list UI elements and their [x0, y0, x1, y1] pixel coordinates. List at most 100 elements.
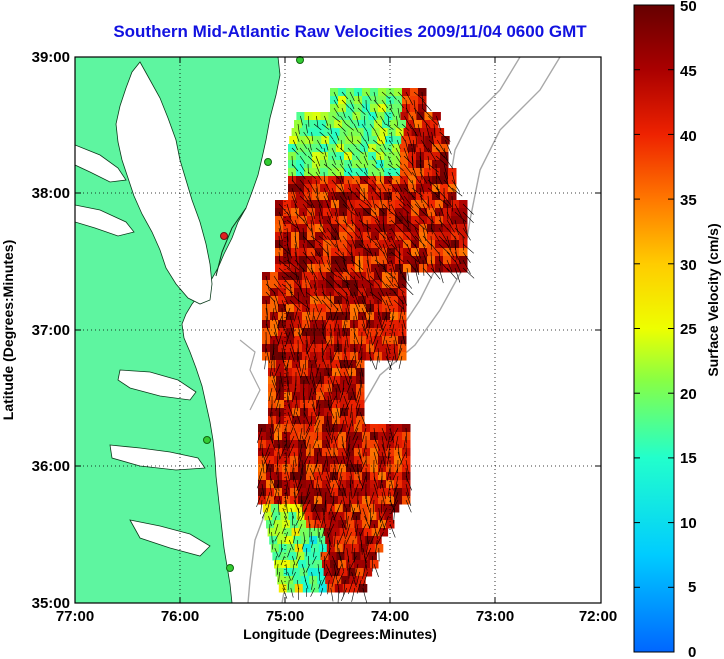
velocity-vector: [341, 443, 348, 457]
velocity-vector: [324, 491, 327, 508]
velocity-vector: [313, 315, 318, 330]
velocity-vector: [259, 435, 263, 451]
velocity-vector: [299, 187, 309, 202]
radar-station-marker[interactable]: [264, 158, 272, 166]
velocity-vector: [310, 251, 319, 264]
velocity-vector: [337, 291, 349, 303]
x-tick-label: 75:00: [266, 608, 304, 625]
velocity-cell: [272, 512, 281, 521]
velocity-vector: [302, 203, 313, 216]
velocity-vector: [313, 299, 319, 313]
velocity-vector: [405, 99, 408, 114]
velocity-vector: [286, 251, 291, 268]
velocity-cell: [348, 392, 357, 401]
velocity-vector: [286, 219, 300, 230]
velocity-vector: [296, 547, 300, 560]
velocity-vector: [286, 227, 289, 242]
velocity-vector: [313, 515, 317, 532]
colorbar-tick-label: 25: [680, 321, 697, 338]
velocity-vector: [305, 459, 311, 475]
velocity-vector: [347, 187, 359, 198]
velocity-vector: [305, 331, 309, 348]
velocity-vector: [298, 443, 303, 460]
velocity-vector: [350, 211, 354, 227]
velocity-vector: [274, 483, 279, 500]
velocity-vector: [303, 411, 311, 427]
velocity-vector: [406, 251, 419, 263]
velocity-vector: [346, 451, 351, 468]
velocity-vector: [395, 475, 399, 490]
velocity-vector: [363, 155, 369, 166]
velocity-cell: [394, 480, 403, 489]
velocity-vector: [398, 211, 409, 225]
velocity-vector: [353, 339, 356, 354]
velocity-vector: [316, 139, 323, 149]
velocity-vector: [287, 403, 294, 418]
velocity-vector: [366, 259, 371, 274]
velocity-vector: [336, 539, 339, 554]
x-tick-label: 74:00: [371, 608, 409, 625]
velocity-vector: [345, 283, 354, 299]
velocity-vector: [462, 243, 475, 254]
velocity-vector: [358, 211, 364, 227]
velocity-vector: [278, 571, 280, 583]
velocity-vector: [372, 499, 375, 515]
radar-station-marker-active[interactable]: [220, 232, 228, 240]
velocity-vector: [446, 235, 452, 250]
velocity-vector: [346, 515, 349, 530]
velocity-vector: [351, 411, 353, 427]
velocity-cell: [384, 512, 393, 521]
velocity-vector: [327, 387, 332, 402]
velocity-vector: [331, 427, 335, 444]
radar-station-marker[interactable]: [203, 436, 211, 444]
velocity-vector: [342, 235, 352, 247]
velocity-cell: [386, 432, 395, 441]
velocity-vector: [364, 555, 368, 571]
velocity-vector: [309, 475, 314, 490]
velocity-vector: [438, 203, 445, 217]
velocity-vector: [379, 163, 385, 173]
velocity-cell: [350, 504, 360, 513]
velocity-vector: [438, 211, 443, 228]
velocity-vector: [283, 419, 289, 434]
velocity-vector: [361, 475, 367, 492]
velocity-vector: [314, 419, 321, 433]
velocity-vector: [398, 235, 409, 247]
velocity-cell: [352, 552, 361, 561]
velocity-vector: [306, 339, 315, 354]
velocity-vector: [374, 219, 383, 233]
velocity-vector: [321, 355, 328, 370]
velocity-cell: [308, 416, 317, 425]
velocity-vector: [291, 171, 294, 183]
velocity-vector: [311, 571, 314, 581]
velocity-cell: [348, 368, 357, 377]
velocity-vector: [256, 475, 263, 489]
velocity-vector: [430, 235, 433, 250]
velocity-vector: [381, 483, 387, 499]
velocity-vector: [361, 307, 368, 321]
velocity-vector: [379, 323, 387, 337]
velocity-vector: [393, 331, 398, 346]
velocity-vector: [329, 355, 332, 371]
velocity-vector: [419, 155, 422, 172]
velocity-vector: [286, 203, 292, 218]
velocity-vector: [393, 283, 405, 293]
velocity-vector: [289, 323, 295, 339]
velocity-vector: [281, 299, 288, 314]
velocity-vector: [328, 539, 331, 556]
radar-station-marker[interactable]: [226, 564, 234, 572]
velocity-vector: [269, 523, 271, 534]
velocity-vector: [343, 539, 346, 554]
velocity-vector: [317, 467, 323, 481]
velocity-vector: [454, 267, 461, 283]
velocity-cell: [266, 448, 275, 457]
velocity-vector: [318, 227, 327, 239]
velocity-vector: [412, 139, 415, 154]
velocity-vector: [325, 427, 333, 443]
velocity-vector: [281, 291, 289, 306]
velocity-vector: [443, 147, 448, 161]
velocity-vector: [373, 483, 379, 499]
velocity-vector: [346, 443, 351, 460]
velocity-cell: [357, 576, 366, 585]
velocity-vector: [362, 587, 368, 603]
